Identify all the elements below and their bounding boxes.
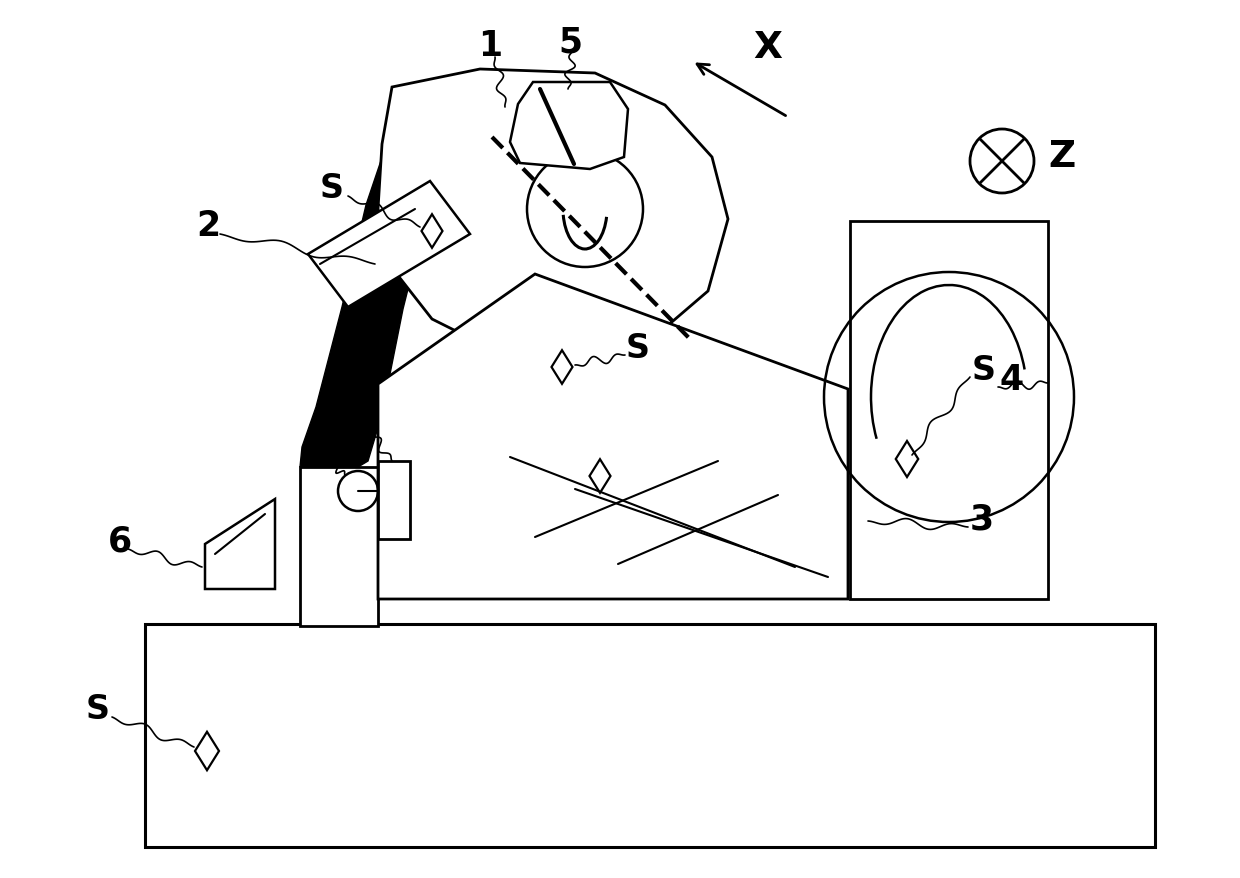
Polygon shape [552, 351, 573, 385]
Text: 2: 2 [196, 209, 219, 242]
Text: 5: 5 [558, 25, 582, 59]
Polygon shape [849, 222, 1048, 600]
Polygon shape [895, 442, 919, 478]
Polygon shape [300, 86, 477, 467]
Polygon shape [378, 70, 728, 360]
Text: 4: 4 [999, 363, 1024, 397]
Polygon shape [378, 462, 410, 539]
Text: Z: Z [1049, 139, 1075, 175]
Text: S: S [626, 331, 650, 364]
Polygon shape [308, 182, 470, 307]
Text: X: X [754, 30, 782, 66]
Polygon shape [205, 500, 275, 589]
Polygon shape [510, 83, 627, 169]
Polygon shape [589, 460, 610, 493]
Text: S: S [972, 353, 996, 386]
Text: S: S [320, 171, 343, 205]
Text: 7: 7 [348, 405, 372, 438]
Text: 6: 6 [108, 524, 133, 558]
Text: 3: 3 [970, 502, 994, 536]
Text: 1: 1 [477, 29, 502, 63]
Text: 8: 8 [308, 436, 332, 471]
Polygon shape [145, 624, 1154, 847]
Polygon shape [195, 732, 219, 770]
Polygon shape [422, 215, 443, 248]
Polygon shape [300, 467, 378, 626]
Polygon shape [378, 275, 848, 600]
Text: S: S [86, 693, 110, 726]
